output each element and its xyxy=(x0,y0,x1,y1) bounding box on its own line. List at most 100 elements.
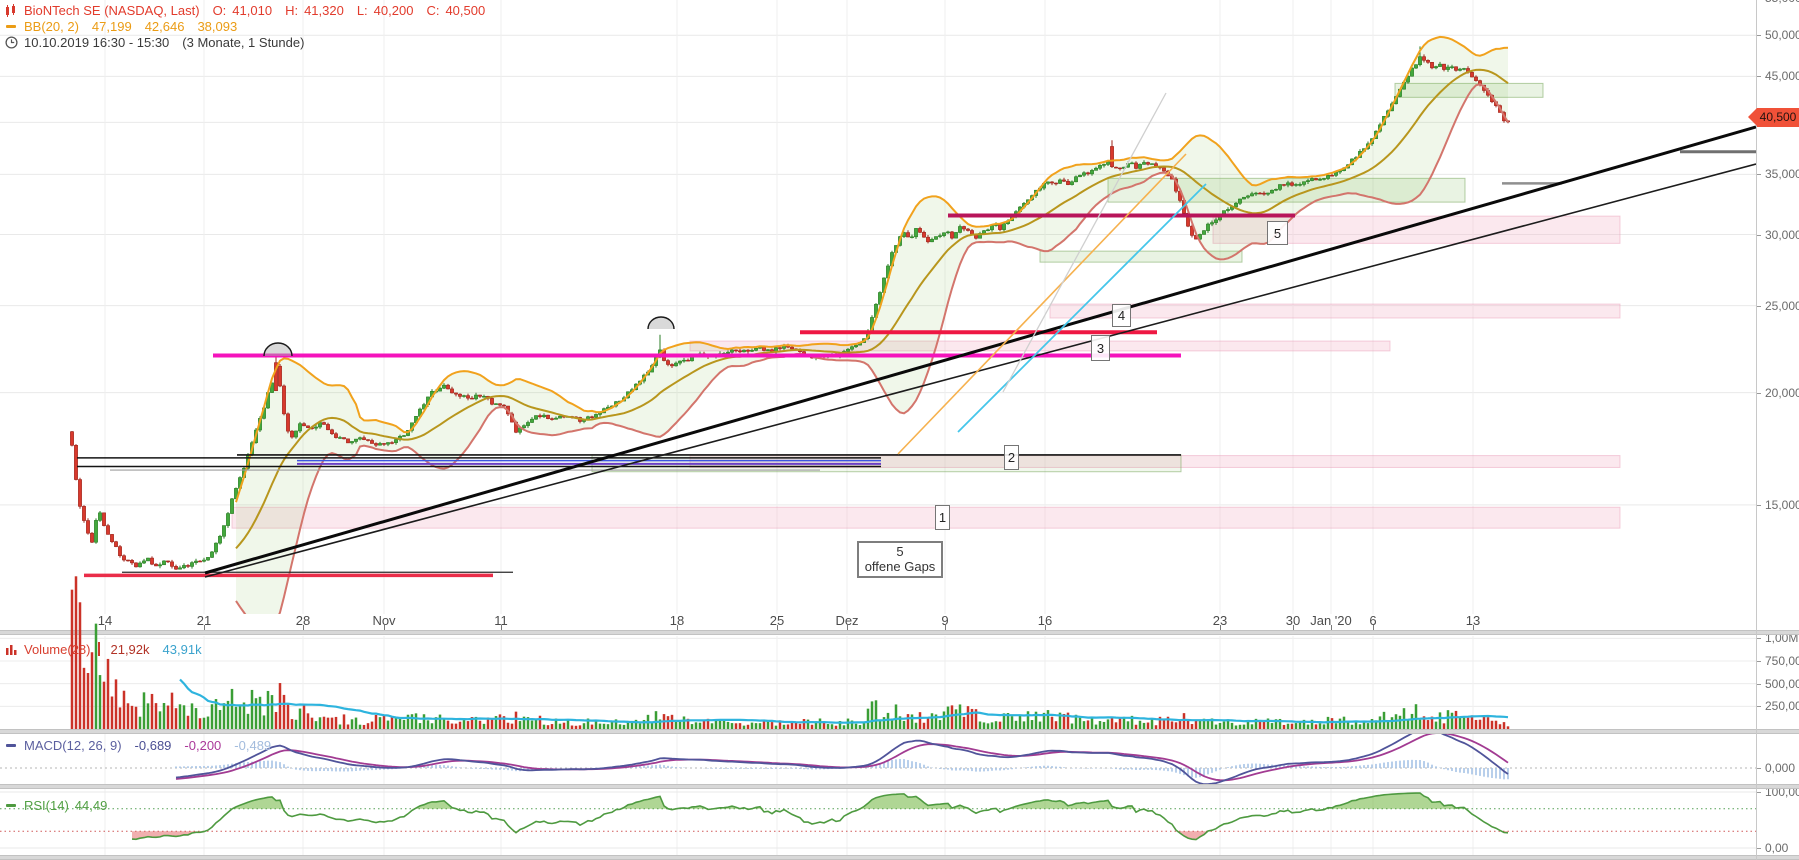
rsi-name: RSI(14) xyxy=(24,797,69,813)
volume-ma-line xyxy=(179,678,1509,724)
bollinger-lower-line xyxy=(235,83,1509,614)
bollinger-middle-line xyxy=(235,68,1509,550)
volume-ma-value: 43,91k xyxy=(162,641,202,657)
time-axis-tick-13 xyxy=(1473,625,1474,630)
gap-marker-1[interactable]: 1 xyxy=(935,505,950,530)
green-zone-2[interactable] xyxy=(1394,82,1544,98)
open-value: 41,010 xyxy=(232,2,273,18)
green-zone-1[interactable] xyxy=(1107,177,1466,203)
price-axis-label-30,000: 30,000 xyxy=(1765,227,1799,242)
price-axis-label-15,000: 15,000 xyxy=(1765,497,1799,512)
macd-axis-label-0,000-tick xyxy=(1756,768,1761,769)
rsi-oversold-fill xyxy=(132,831,1508,840)
low-value: 40,200 xyxy=(373,2,414,18)
price-axis-label-50,000: 50,000 xyxy=(1765,28,1799,43)
time-axis-label-25: 25 xyxy=(769,613,785,628)
arch-annotation-1[interactable] xyxy=(263,342,293,357)
trendline-uptrend-thick[interactable] xyxy=(204,125,1756,575)
time-axis-tick-25 xyxy=(777,625,778,630)
macd-value: -0,689 xyxy=(134,737,172,753)
trendline-cyan-trend[interactable] xyxy=(957,183,1207,433)
trendline-uptrend-thin[interactable] xyxy=(204,163,1756,578)
price-axis-label-25,000-tick xyxy=(1756,305,1761,307)
volume-name: Volume(28) xyxy=(24,641,91,657)
bollinger-upper-line xyxy=(235,35,1509,503)
time-axis-label-23: 23 xyxy=(1212,613,1228,628)
volume-axis-label-750,00k: 750,00k xyxy=(1765,654,1799,668)
volume-legend-row[interactable]: Volume(28) 21,92k 43,91k xyxy=(4,641,202,657)
price-axis-label-50,000-tick xyxy=(1756,35,1761,37)
time-axis-label-30: 30 xyxy=(1285,613,1301,628)
gap-marker-2[interactable]: 2 xyxy=(1004,445,1019,470)
gap-marker-3[interactable]: 3 xyxy=(1091,335,1110,361)
time-axis-label-9: 9 xyxy=(941,613,949,628)
time-axis-tick-14 xyxy=(105,625,106,630)
price-pane[interactable] xyxy=(0,0,1757,630)
time-axis-label-Jan '20: Jan '20 xyxy=(1310,613,1352,628)
volume-pane[interactable] xyxy=(0,576,1756,729)
high-value: 41,320 xyxy=(304,2,344,18)
time-axis-tick-16 xyxy=(1045,625,1046,630)
gap-zone-1[interactable] xyxy=(231,506,1621,529)
arch-annotation-2[interactable] xyxy=(647,316,675,330)
time-axis-tick-18 xyxy=(677,625,678,630)
macd-name: MACD(12, 26, 9) xyxy=(24,737,122,753)
candlestick-icon xyxy=(4,3,18,17)
last-price-badge: 40,500 xyxy=(1748,107,1799,127)
rsi-pane[interactable] xyxy=(0,789,1756,855)
price-axis-label-25,000: 25,000 xyxy=(1765,298,1799,313)
instrument-legend-row[interactable]: BioNTech SE (NASDAQ, Last) O: 41,010 H: … xyxy=(4,2,485,18)
price-axis-label-55,000: 55,000 xyxy=(1765,0,1799,5)
price-axis-label-20,000: 20,000 xyxy=(1765,385,1799,400)
trendline-orange-trend[interactable] xyxy=(897,153,1187,455)
time-axis-tick-Nov xyxy=(384,625,385,630)
rsi-line-icon xyxy=(4,803,18,807)
clock-icon xyxy=(4,35,18,49)
time-axis-label-11: 11 xyxy=(494,613,508,628)
timeframe-detail: (3 Monate, 1 Stunde) xyxy=(182,34,305,50)
rsi-value: 44,49 xyxy=(74,797,108,813)
price-axis-label-30,000-tick xyxy=(1756,234,1761,236)
macd-legend-row[interactable]: MACD(12, 26, 9) -0,689 -0,200 -0,489 xyxy=(4,737,271,753)
timeframe-legend-row[interactable]: 10.10.2019 16:30 - 15:30 (3 Monate, 1 St… xyxy=(4,34,485,50)
high-label: H: xyxy=(285,2,299,18)
volume-axis-label-500,00k-tick xyxy=(1756,683,1761,685)
time-axis-label-16: 16 xyxy=(1037,613,1053,628)
rsi-axis-label-0,00-tick xyxy=(1756,848,1761,849)
gap-marker-4[interactable]: 4 xyxy=(1112,304,1131,327)
bollinger-band-fill xyxy=(236,36,1508,614)
gap-marker-5[interactable]: 5 xyxy=(1267,221,1288,245)
close-label: C: xyxy=(426,2,440,18)
time-axis-label-6: 6 xyxy=(1369,613,1377,628)
open-gaps-note-box[interactable]: 5 offene Gaps xyxy=(857,541,943,578)
trendline-gray-trend[interactable] xyxy=(1002,92,1167,393)
volume-bars-icon xyxy=(4,643,18,655)
bollinger-legend-row[interactable]: BB(20, 2) 47,199 42,646 38,093 xyxy=(4,18,485,34)
volume-axis-label-250,00k-tick xyxy=(1756,706,1761,708)
time-axis-tick-6 xyxy=(1373,625,1374,630)
macd-signal-value: -0,200 xyxy=(184,737,222,753)
macd-line-icon xyxy=(4,743,18,747)
price-axis-label-45,000: 45,000 xyxy=(1765,69,1799,84)
volume-axis-label-1,00M-tick xyxy=(1756,638,1761,640)
volume-axis-label-750,00k-tick xyxy=(1756,661,1761,662)
time-axis-tick-Dez xyxy=(847,625,848,630)
bollinger-upper-value: 47,199 xyxy=(91,18,132,34)
green-zone-3[interactable] xyxy=(1039,250,1243,263)
time-axis-label-14: 14 xyxy=(97,613,113,628)
bollinger-lower-value: 38,093 xyxy=(197,18,238,34)
timeframe-range: 10.10.2019 16:30 - 15:30 xyxy=(24,34,170,50)
time-axis-tick-23 xyxy=(1220,625,1221,630)
instrument-name: BioNTech SE (NASDAQ, Last) xyxy=(24,2,200,18)
rsi-legend-row[interactable]: RSI(14) 44,49 xyxy=(4,797,107,813)
time-axis-label-Dez: Dez xyxy=(835,613,859,628)
rsi-axis-label-100,00-tick xyxy=(1756,792,1761,793)
macd-pane[interactable] xyxy=(0,729,1756,784)
macd-line xyxy=(175,734,1509,784)
time-axis-label-Nov: Nov xyxy=(372,613,396,628)
time-axis-tick-28 xyxy=(303,625,304,630)
volume-axis-label-500,00k: 500,00k xyxy=(1765,676,1799,691)
time-axis-tick-11 xyxy=(501,625,502,630)
